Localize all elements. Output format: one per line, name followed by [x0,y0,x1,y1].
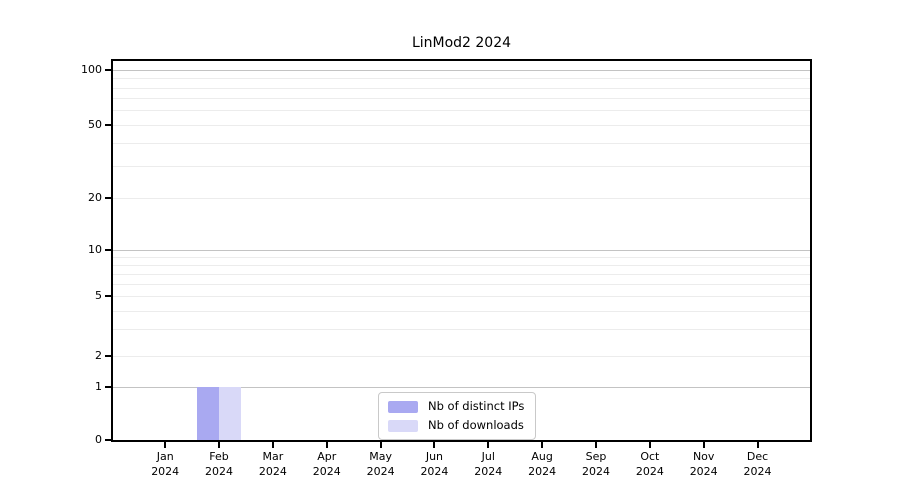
x-tick-month: Feb [209,450,229,463]
x-tick-year: 2024 [312,465,341,478]
gridline-minor [113,98,810,99]
x-tick-label-may: May 2024 [351,449,411,479]
y-tick-label: 20 [88,191,102,204]
gridline-minor [113,198,810,199]
x-tick-mark [541,441,544,448]
x-tick-month: Dec [746,450,769,463]
legend-label-downloads: Nb of downloads [428,418,524,432]
x-tick-month: Apr [317,450,337,463]
x-tick-label-apr: Apr 2024 [297,449,357,479]
y-tick-label: 100 [81,63,102,76]
y-tick-mark [105,386,112,388]
x-tick-month: Sep [585,450,607,463]
x-tick-label-jul: Jul 2024 [458,449,518,479]
y-tick-mark [105,249,112,251]
x-tick-year: 2024 [366,465,395,478]
y-tick-label: 1 [95,380,102,393]
x-tick-month: May [369,450,392,463]
gridline-minor [113,110,810,111]
legend-swatch-distinct-ips [388,400,418,413]
gridline-minor [113,143,810,144]
y-tick-label: 0 [95,433,102,446]
legend-label-distinct-ips: Nb of distinct IPs [428,399,525,413]
x-tick-mark [595,441,597,448]
gridline-minor [113,296,810,297]
x-tick-year: 2024 [582,465,610,478]
x-tick-mark [164,441,167,448]
gridline-minor [113,284,810,285]
bar-downloads-feb [219,387,241,440]
gridline-minor [113,265,810,266]
legend-swatch-downloads [388,419,418,432]
chart-title: LinMod2 2024 [411,35,512,51]
x-tick-label-nov: Nov 2024 [674,449,734,479]
y-tick-label: 10 [88,243,102,256]
gridline-minor [113,329,810,330]
x-tick-mark [433,441,436,448]
y-tick-label: 2 [95,349,102,362]
x-tick-mark [271,441,274,448]
x-tick-label-dec: Dec 2024 [728,449,788,479]
x-tick-label-mar: Mar 2024 [243,449,303,479]
x-tick-mark [218,441,221,448]
gridline-major [113,70,810,71]
gridline-minor [113,257,810,258]
x-tick-year: 2024 [151,465,180,478]
y-tick-mark [105,124,112,126]
x-tick-label-oct: Oct 2024 [620,449,680,479]
gridline-major [113,387,810,388]
x-tick-year: 2024 [474,465,503,478]
x-tick-label-sep: Sep 2024 [566,449,626,479]
gridline-minor [113,88,810,89]
y-tick-mark [105,355,112,357]
x-tick-label-feb: Feb 2024 [189,449,249,479]
x-tick-month: Jan [156,450,174,463]
x-tick-year: 2024 [689,465,718,478]
x-tick-mark [325,441,328,448]
x-tick-month: Jul [481,450,495,463]
x-tick-label-aug: Aug 2024 [512,449,572,479]
y-tick-label: 5 [95,289,102,302]
gridline-major [113,250,810,251]
y-tick-label: 50 [88,118,102,131]
x-tick-year: 2024 [635,465,664,478]
gridline-minor [113,78,810,79]
x-tick-mark [379,441,382,448]
x-tick-year: 2024 [205,465,234,478]
y-tick-mark [105,439,112,441]
gridline-minor [113,166,810,167]
x-tick-year: 2024 [528,465,557,478]
legend: Nb of distinct IPs Nb of downloads [378,392,537,440]
x-tick-mark [702,441,705,448]
y-tick-mark [105,69,112,71]
y-tick-mark [105,197,112,199]
x-tick-mark [487,441,490,448]
legend-item-downloads: Nb of downloads [388,418,524,433]
gridline-minor [113,125,810,126]
x-tick-mark [648,441,651,448]
x-tick-label-jun: Jun 2024 [404,449,464,479]
x-tick-month: Nov [692,450,715,463]
gridline-minor [113,274,810,275]
x-tick-mark [756,441,759,448]
x-tick-month: Mar [262,450,284,463]
y-tick-mark [105,295,112,297]
x-tick-month: Aug [531,450,553,463]
bar-distinct-ips-feb [197,387,220,440]
x-tick-year: 2024 [743,465,772,478]
x-tick-year: 2024 [258,465,287,478]
x-tick-month: Jun [425,450,444,463]
x-tick-month: Oct [640,450,660,463]
x-tick-label-jan: Jan 2024 [135,449,195,479]
gridline-minor [113,311,810,312]
plot-area: Nb of distinct IPs Nb of downloads [111,59,812,442]
x-tick-year: 2024 [420,465,449,478]
legend-item-distinct-ips: Nb of distinct IPs [388,399,524,414]
gridline-minor [113,356,810,357]
